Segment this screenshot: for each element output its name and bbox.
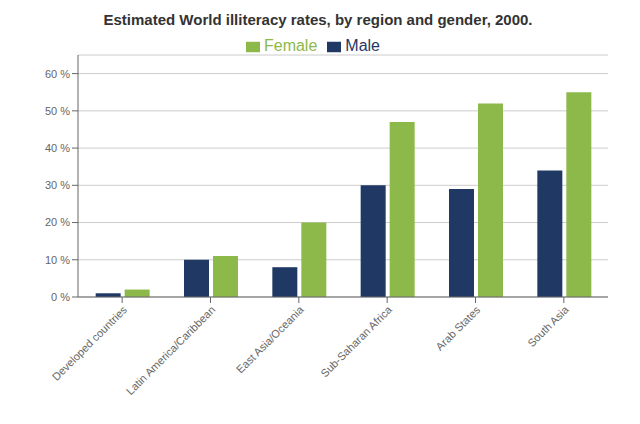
svg-text:East Asia/Oceania: East Asia/Oceania	[234, 303, 307, 376]
svg-text:Latin America/Caribbean: Latin America/Caribbean	[124, 303, 218, 397]
svg-text:0 %: 0 %	[51, 291, 70, 303]
svg-text:Sub-Saharan Africa: Sub-Saharan Africa	[318, 303, 395, 380]
svg-text:South Asia: South Asia	[525, 303, 571, 349]
svg-text:Developed countries: Developed countries	[50, 303, 130, 383]
html-text:Male: Male	[345, 37, 380, 54]
svg-text:40 %: 40 %	[45, 142, 70, 154]
html-text:Estimated World illiteracy rat: Estimated World illiteracy rates, by reg…	[103, 11, 533, 28]
svg-text:30 %: 30 %	[45, 179, 70, 191]
svg-text:10 %: 10 %	[45, 254, 70, 266]
svg-text:Arab States: Arab States	[433, 303, 482, 352]
svg-text:50 %: 50 %	[45, 105, 70, 117]
html-text:Female: Female	[264, 37, 318, 54]
svg-text:20 %: 20 %	[45, 216, 70, 228]
svg-text:60 %: 60 %	[45, 68, 70, 80]
